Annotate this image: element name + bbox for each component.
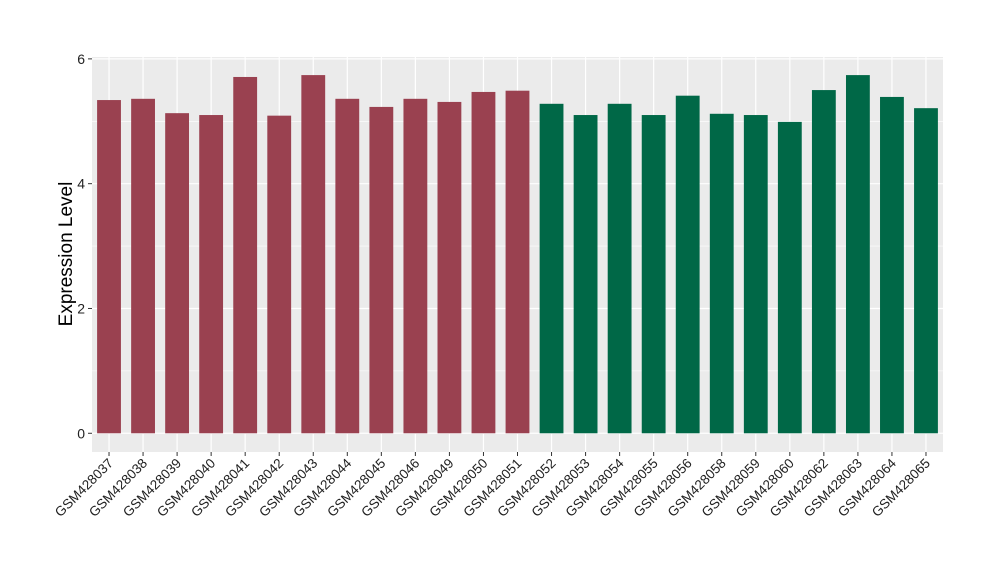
y-tick-label: 2 xyxy=(77,300,85,316)
bar-GSM428059 xyxy=(743,115,768,434)
bar-GSM428038 xyxy=(131,98,155,434)
bar-GSM428041 xyxy=(233,76,258,434)
bar-GSM428054 xyxy=(607,103,632,434)
bar-GSM428055 xyxy=(641,115,666,434)
bar-GSM428053 xyxy=(573,115,598,434)
y-tick-label: 4 xyxy=(77,176,85,192)
bar-GSM428058 xyxy=(709,113,734,434)
x-axis: GSM428037GSM428038GSM428039GSM428040GSM4… xyxy=(52,452,933,520)
bar-GSM428050 xyxy=(471,91,496,434)
bar-GSM428063 xyxy=(845,75,870,434)
bar-GSM428065 xyxy=(914,108,938,434)
bars xyxy=(97,75,938,434)
bar-GSM428039 xyxy=(165,113,190,434)
bar-GSM428064 xyxy=(880,96,904,434)
bar-GSM428052 xyxy=(539,103,564,434)
y-axis: 0 2 4 6 xyxy=(77,51,92,441)
y-axis-label: Expression Level xyxy=(56,182,77,327)
bar-GSM428042 xyxy=(267,115,292,434)
bar-GSM428046 xyxy=(403,98,428,434)
bar-GSM428040 xyxy=(199,115,224,434)
bar-GSM428043 xyxy=(301,75,326,434)
bar-GSM428045 xyxy=(369,106,394,434)
bar-GSM428049 xyxy=(437,101,462,434)
bar-GSM428051 xyxy=(505,90,530,434)
bar-GSM428044 xyxy=(335,98,360,434)
bar-GSM428056 xyxy=(675,95,700,434)
bar-GSM428037 xyxy=(97,100,121,434)
bar-GSM428062 xyxy=(811,90,836,434)
y-tick-label: 6 xyxy=(77,51,85,67)
y-tick-label: 0 xyxy=(77,425,85,441)
bar-GSM428060 xyxy=(777,121,802,434)
